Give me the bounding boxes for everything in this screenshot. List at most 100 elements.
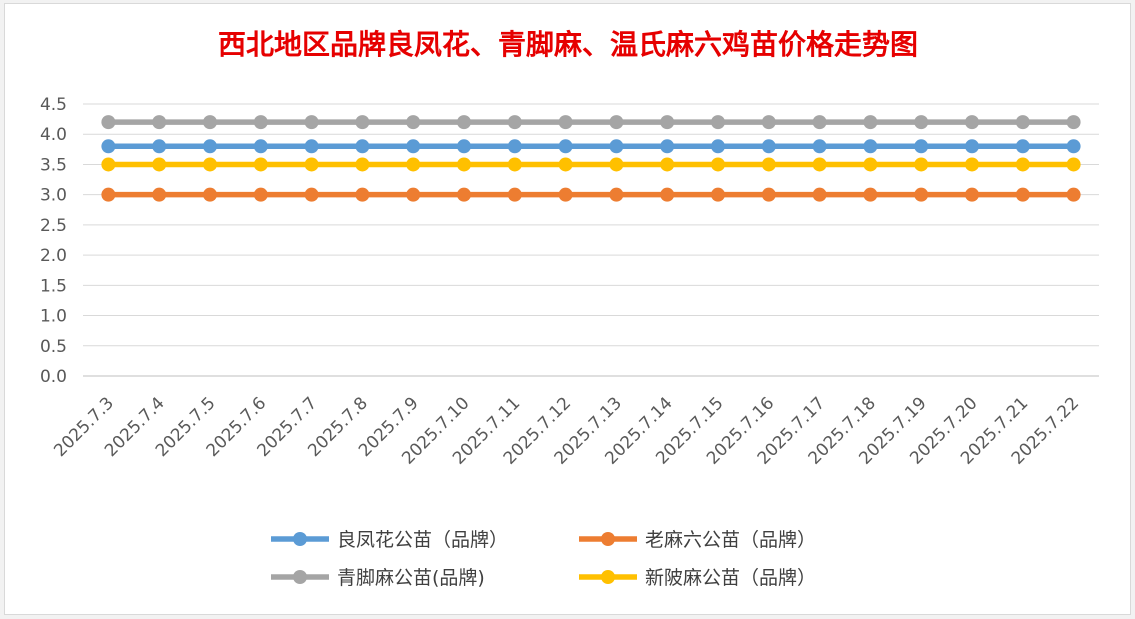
data-point — [203, 115, 217, 130]
data-point — [711, 139, 725, 154]
data-point — [965, 157, 979, 172]
series-3 — [101, 115, 1081, 130]
data-point — [101, 115, 116, 130]
data-point — [406, 157, 421, 172]
legend-item-4: 新陂麻公苗（品牌） — [579, 567, 816, 589]
data-point — [914, 115, 929, 130]
legend-item-1: 良凤花公苗（品牌） — [271, 529, 508, 551]
data-point — [304, 157, 319, 172]
data-point — [863, 115, 878, 130]
data-point — [1015, 157, 1030, 172]
series-4 — [101, 157, 1081, 172]
data-point — [965, 139, 979, 154]
data-point — [507, 139, 522, 154]
data-point — [152, 139, 167, 154]
data-point — [507, 187, 522, 202]
data-point — [812, 115, 827, 130]
chart-title: 西北地区品牌良凤花、青脚麻、温氏麻六鸡苗价格走势图 — [218, 28, 918, 61]
data-point — [1066, 139, 1081, 154]
data-point — [609, 187, 624, 202]
data-point — [355, 187, 370, 202]
data-point — [558, 115, 573, 130]
data-point — [761, 115, 776, 130]
data-point — [914, 187, 929, 202]
data-point — [457, 187, 471, 202]
data-point — [406, 115, 421, 130]
y-tick-label: 4.5 — [40, 95, 67, 115]
data-point — [203, 157, 217, 172]
data-point — [660, 187, 675, 202]
line-chart: 西北地区品牌良凤花、青脚麻、温氏麻六鸡苗价格走势图 0.0 0.5 1.0 1.5 2.… — [40, 28, 1099, 589]
series-2 — [101, 187, 1081, 202]
data-point — [965, 115, 979, 130]
data-point — [253, 187, 268, 202]
data-point — [253, 139, 268, 154]
legend: 良凤花公苗（品牌） 老麻六公苗（品牌） 青脚麻公苗(品牌) 新陂麻公苗（品牌） — [271, 529, 816, 589]
data-point — [965, 187, 979, 202]
data-point — [812, 139, 827, 154]
data-point — [863, 187, 878, 202]
data-point — [152, 157, 167, 172]
y-tick-label: 3.0 — [40, 186, 67, 206]
data-point — [660, 139, 675, 154]
legend-label: 良凤花公苗（品牌） — [337, 529, 508, 551]
legend-item-2: 老麻六公苗（品牌） — [579, 529, 816, 551]
data-point — [609, 139, 624, 154]
data-point — [253, 157, 268, 172]
y-tick-label: 1.0 — [40, 307, 67, 327]
data-point — [812, 187, 827, 202]
y-axis-ticks: 0.0 0.5 1.0 1.5 2.0 2.5 3.0 3.5 4.0 4.5 — [40, 95, 67, 387]
data-point — [1015, 187, 1030, 202]
y-tick-label: 3.5 — [40, 155, 67, 175]
data-point — [406, 187, 421, 202]
series-group — [101, 115, 1081, 202]
legend-swatch-marker — [601, 570, 615, 584]
data-point — [507, 115, 522, 130]
y-tick-label: 0.5 — [40, 337, 67, 357]
data-point — [863, 139, 878, 154]
data-point — [558, 187, 573, 202]
data-point — [152, 115, 167, 130]
legend-swatch-marker — [601, 532, 615, 546]
legend-label: 老麻六公苗（品牌） — [645, 529, 816, 551]
data-point — [914, 157, 929, 172]
x-axis-ticks: 2025.7.32025.7.42025.7.52025.7.62025.7.7… — [50, 393, 1083, 468]
y-tick-label: 4.0 — [40, 125, 67, 145]
data-point — [203, 187, 217, 202]
y-tick-label: 0.0 — [40, 367, 67, 387]
series-1 — [101, 139, 1081, 154]
data-point — [406, 139, 421, 154]
data-point — [1066, 115, 1081, 130]
data-point — [1015, 115, 1030, 130]
y-tick-label: 1.5 — [40, 276, 67, 296]
data-point — [253, 115, 268, 130]
data-point — [1015, 139, 1030, 154]
legend-item-3: 青脚麻公苗(品牌) — [271, 567, 485, 589]
data-point — [711, 115, 725, 130]
data-point — [507, 157, 522, 172]
data-point — [457, 115, 471, 130]
legend-swatch-marker — [293, 532, 307, 546]
data-point — [457, 139, 471, 154]
legend-swatch-marker — [293, 570, 307, 584]
legend-label: 青脚麻公苗(品牌) — [337, 567, 485, 589]
legend-label: 新陂麻公苗（品牌） — [645, 567, 816, 589]
data-point — [304, 115, 319, 130]
data-point — [355, 157, 370, 172]
data-point — [304, 187, 319, 202]
data-point — [355, 139, 370, 154]
data-point — [355, 115, 370, 130]
data-point — [457, 157, 471, 172]
data-point — [761, 139, 776, 154]
y-tick-label: 2.5 — [40, 216, 67, 236]
data-point — [203, 139, 217, 154]
data-point — [101, 157, 116, 172]
data-point — [660, 115, 675, 130]
data-point — [812, 157, 827, 172]
data-point — [761, 157, 776, 172]
data-point — [863, 157, 878, 172]
data-point — [761, 187, 776, 202]
data-point — [660, 157, 675, 172]
data-point — [609, 115, 624, 130]
chart-frame: 西北地区品牌良凤花、青脚麻、温氏麻六鸡苗价格走势图 0.0 0.5 1.0 1.5 2.… — [4, 3, 1131, 615]
